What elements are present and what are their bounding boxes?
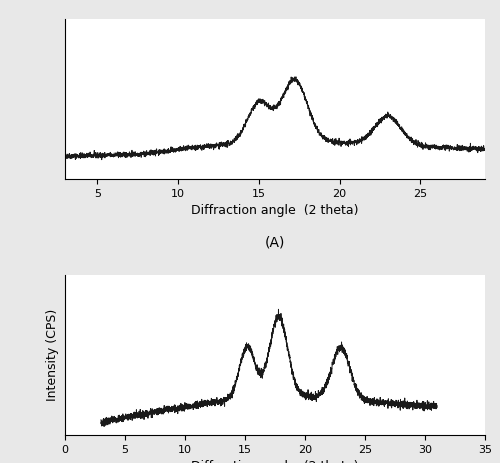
Y-axis label: Intensity (CPS): Intensity (CPS) (46, 309, 60, 401)
X-axis label: Diffraction angle  (2 theta): Diffraction angle (2 theta) (191, 204, 359, 217)
X-axis label: Diffraction angle  (2 theta): Diffraction angle (2 theta) (191, 461, 359, 463)
Text: (A): (A) (265, 236, 285, 250)
